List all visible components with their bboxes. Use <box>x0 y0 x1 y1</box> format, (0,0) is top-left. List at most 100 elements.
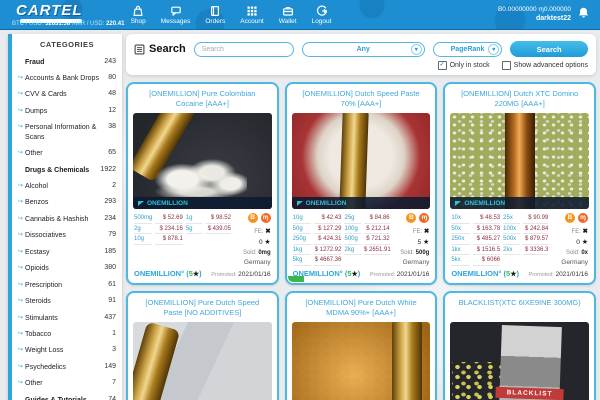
chevron-down-icon[interactable]: ▾ <box>410 44 422 55</box>
fe-cross-icon: ✖ <box>423 227 430 235</box>
price-value: $ 6066 <box>472 255 501 266</box>
search-button[interactable]: Search <box>510 41 588 57</box>
site-logo[interactable]: CARTEL <box>16 3 83 23</box>
notifications-button[interactable] <box>577 6 590 24</box>
xmr-icon: ɱ <box>260 213 271 223</box>
product-image[interactable]: ONEMILLION <box>291 113 431 209</box>
price-value: $ 1516.5 <box>472 245 501 255</box>
category-count: 243 <box>104 57 116 65</box>
product-card[interactable]: BLACKLIST(XTC 6IXE9INE 300MG) BLACKLIST <box>443 291 596 400</box>
sidebar-category-item[interactable]: ↪ Tobacco 1 <box>18 326 116 342</box>
btc-icon: B <box>406 213 417 223</box>
product-title[interactable]: [ONEMILLION] Pure Dutch Speed Paste [NO … <box>145 298 260 317</box>
product-card[interactable]: [ONEMILLION] Dutch XTC Domino 220MG [AAA… <box>443 82 596 285</box>
chevron-down-icon[interactable]: ▾ <box>488 44 500 55</box>
watermark-text: ONEMILLION <box>147 199 188 207</box>
product-title[interactable]: [ONEMILLION] Dutch Speed Paste 70% [AAA+… <box>302 89 420 108</box>
price-value: $ 42.43 <box>313 213 342 224</box>
fe-cross-icon: ✖ <box>265 227 271 235</box>
category-count: 185 <box>104 247 116 255</box>
sidebar-category-item[interactable]: ↪ Alcohol 2 <box>18 179 116 195</box>
product-title[interactable]: BLACKLIST(XTC 6IXE9INE 300MG) <box>458 298 581 307</box>
product-card[interactable]: [ONEMILLION] Pure Dutch Speed Paste [NO … <box>126 291 279 400</box>
listing-info: B ɱ FE: ✖ 0 ★ Sold: 0mg <box>226 213 271 266</box>
seller-link[interactable]: ONEMILLION° (5★) <box>292 269 361 278</box>
star-icon: ★ <box>192 271 200 278</box>
price-qty: 250x <box>451 234 470 245</box>
price-value: $ 3336.3 <box>522 245 549 255</box>
sidebar-category-item[interactable]: Fraud 243 <box>18 54 116 70</box>
price-value: $ 4667.36 <box>313 255 342 266</box>
product-title[interactable]: [ONEMILLION] Dutch XTC Domino 220MG [AAA… <box>461 89 579 108</box>
category-count: 149 <box>104 362 116 370</box>
product-title[interactable]: [ONEMILLION] Pure Colombian Cocaine [AAA… <box>149 89 256 108</box>
checkbox-unchecked-icon[interactable] <box>501 61 511 70</box>
seller-link[interactable]: ONEMILLION° (5★) <box>451 269 519 278</box>
promoted-line: Promoted: 2021/01/16 <box>369 271 430 278</box>
price-value: $ 212.14 <box>363 224 390 234</box>
only-in-stock-checkbox[interactable]: ✓ Only in stock <box>437 61 490 70</box>
card-footer: ONEMILLION° (5★) Promoted: 2021/01/16 <box>128 266 277 283</box>
product-image[interactable]: BLACKLIST <box>450 322 589 400</box>
category-label: Prescription <box>25 281 62 289</box>
sidebar-category-item[interactable]: ↪ CVV & Cards 48 <box>18 87 116 103</box>
product-title[interactable]: [ONEMILLION] Pure Dutch White MDMA 90%+ … <box>305 298 417 317</box>
country-label: Germany <box>561 259 588 266</box>
sidebar-category-item[interactable]: ↪ Personal Information & Scans 38 <box>18 120 116 146</box>
search-input[interactable] <box>193 41 294 57</box>
promoted-line: Promoted: 2021/01/16 <box>528 271 588 278</box>
wallet-icon <box>282 6 293 16</box>
sort-select[interactable]: PageRank ▾ <box>432 41 503 57</box>
product-image[interactable]: ONEMILLION <box>133 113 272 209</box>
checkbox-checked-icon[interactable]: ✓ <box>437 61 447 70</box>
price-value: $ 234.16 <box>155 224 183 234</box>
price-qty: 5kx <box>451 255 470 266</box>
product-card[interactable]: [ONEMILLION] Pure Colombian Cocaine [AAA… <box>126 82 279 285</box>
product-image[interactable] <box>291 322 431 400</box>
price-value: $ 98.52 <box>205 213 231 224</box>
sidebar-category-item[interactable]: ↪ Psychedelics 149 <box>18 359 116 375</box>
nav-orders[interactable]: Orders <box>205 5 225 25</box>
sidebar-category-item[interactable]: ↪ Stimulants 437 <box>18 310 116 326</box>
product-image[interactable]: ONEMILLION <box>450 113 589 209</box>
product-card[interactable]: [ONEMILLION] Pure Dutch White MDMA 90%+ … <box>284 291 438 400</box>
subcategory-arrow-icon: ↪ <box>18 380 24 387</box>
sidebar-category-item[interactable]: ↪ Other 7 <box>18 376 116 392</box>
sidebar-category-item[interactable]: ↪ Dissociatives 79 <box>18 228 116 244</box>
nav-logout[interactable]: Logout <box>312 5 331 25</box>
nav-messages[interactable]: Messages <box>161 5 190 25</box>
sidebar-category-item[interactable]: Guides & Tutorials 74 <box>18 392 116 400</box>
sidebar-category-item[interactable]: ↪ Steroids 91 <box>18 294 116 310</box>
price-value: $ 163.78 <box>472 224 501 234</box>
sidebar-category-item[interactable]: ↪ Opioids 380 <box>18 261 116 277</box>
subcategory-arrow-icon: ↪ <box>18 91 24 98</box>
category-label: Opioids <box>25 265 49 273</box>
nav-shop[interactable]: Shop <box>131 5 146 25</box>
xmr-icon: ɱ <box>578 213 588 223</box>
powder-photo <box>155 153 247 197</box>
sidebar-category-item[interactable]: ↪ Weight Loss 3 <box>18 343 116 359</box>
price-qty: 5g <box>185 224 203 234</box>
sidebar-category-item[interactable]: ↪ Cannabis & Hashish 234 <box>18 211 116 227</box>
product-image[interactable] <box>133 322 272 400</box>
category-select[interactable]: Any ▾ <box>301 41 425 57</box>
sidebar-category-item[interactable]: ↪ Prescription 61 <box>18 277 116 293</box>
sidebar-category-item[interactable]: ↪ Accounts & Bank Drops 80 <box>18 70 116 86</box>
sidebar-category-item[interactable]: ↪ Dumps 12 <box>18 103 116 119</box>
sidebar-category-item[interactable]: ↪ Ecstasy 185 <box>18 244 116 260</box>
nav-wallet[interactable]: Wallet <box>279 5 297 25</box>
card-footer: ONEMILLION° (5★) Promoted: 2021/01/16 <box>287 266 436 283</box>
price-value: $ 424.31 <box>313 234 342 245</box>
listing-rating: 5 ★ <box>417 239 430 246</box>
wallet-balances[interactable]: B0.00000000 ɱ0.000000 darktest22 <box>498 6 571 24</box>
bell-icon <box>578 7 589 17</box>
show-advanced-checkbox[interactable]: Show advanced options <box>501 61 588 70</box>
sidebar-category-item[interactable]: ↪ Other 65 <box>18 146 116 162</box>
nav-account[interactable]: Account <box>240 5 264 25</box>
sidebar-category-item[interactable]: ↪ Benzos 293 <box>18 195 116 211</box>
sidebar-category-item[interactable]: Drugs & Chemicals 1922 <box>18 162 116 178</box>
price-qty: 2g <box>134 224 153 234</box>
seller-link[interactable]: ONEMILLION° (5★) <box>134 269 202 278</box>
product-card[interactable]: [ONEMILLION] Dutch Speed Paste 70% [AAA+… <box>284 82 438 285</box>
promoted-line: Promoted: 2021/01/16 <box>211 271 271 278</box>
